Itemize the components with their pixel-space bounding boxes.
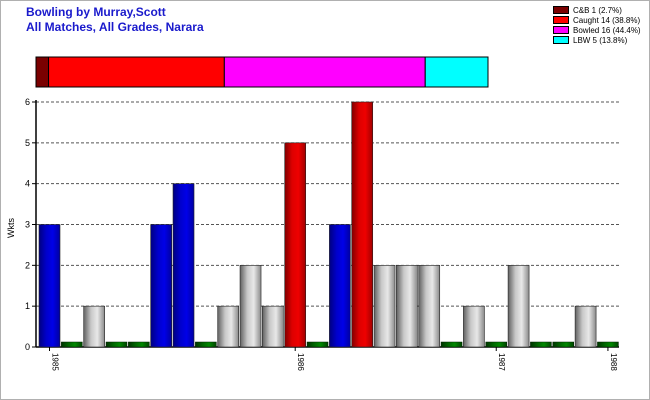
bar [195, 341, 217, 348]
bar [128, 341, 150, 348]
legend-item: Bowled 16 (44.4%) [553, 25, 648, 35]
bar [306, 341, 329, 348]
x-tick-label: 1985 [50, 353, 59, 371]
bar [418, 265, 441, 348]
bar [373, 265, 396, 348]
legend-swatch [553, 16, 569, 24]
bar [38, 224, 61, 348]
proportion-segment [48, 56, 225, 88]
legend-swatch [553, 6, 569, 14]
bar [284, 142, 307, 348]
bar [530, 341, 552, 348]
y-tick-label: 3 [25, 220, 30, 230]
x-tick-label: 1988 [609, 353, 618, 371]
legend-label: C&B 1 (2.7%) [573, 5, 622, 15]
legend-item: C&B 1 (2.7%) [553, 5, 648, 15]
y-tick-label: 5 [25, 138, 30, 148]
bar [172, 183, 195, 348]
y-tick-label: 4 [25, 179, 30, 189]
chart-title: Bowling by Murray,Scott [26, 5, 166, 19]
y-tick-label: 6 [25, 97, 30, 107]
bar [463, 305, 485, 348]
bar [507, 265, 530, 348]
y-axis-label: Wkts [6, 218, 16, 238]
y-tick-label: 0 [25, 342, 30, 352]
bar [83, 305, 105, 348]
legend-swatch [553, 36, 569, 44]
bar [597, 341, 619, 348]
bar [396, 265, 418, 348]
legend-label: Bowled 16 (44.4%) [573, 25, 641, 35]
legend-swatch [553, 26, 569, 34]
y-tick-label: 2 [25, 260, 30, 270]
bar [262, 305, 284, 348]
proportion-segment [223, 56, 426, 88]
bar [239, 265, 262, 348]
legend-label: LBW 5 (13.8%) [573, 35, 628, 45]
bar [105, 341, 128, 348]
x-tick-label: 1986 [296, 353, 305, 371]
bar [440, 341, 463, 348]
proportion-segment [35, 56, 50, 88]
bar [574, 305, 597, 348]
bar [552, 341, 575, 348]
bar [485, 341, 507, 348]
legend-item: LBW 5 (13.8%) [553, 35, 648, 45]
bar [217, 305, 239, 348]
legend-label: Caught 14 (38.8%) [573, 15, 641, 25]
bar [351, 101, 374, 348]
legend-item: Caught 14 (38.8%) [553, 15, 648, 25]
proportion-segment [424, 56, 489, 88]
legend: C&B 1 (2.7%) Caught 14 (38.8%) Bowled 16 (… [553, 5, 648, 45]
bar [329, 224, 351, 348]
bar [150, 224, 172, 348]
chart-subtitle: All Matches, All Grades, Narara [26, 20, 204, 34]
bar [61, 341, 83, 348]
x-tick-label: 1987 [497, 353, 506, 371]
y-tick-label: 1 [25, 301, 30, 311]
